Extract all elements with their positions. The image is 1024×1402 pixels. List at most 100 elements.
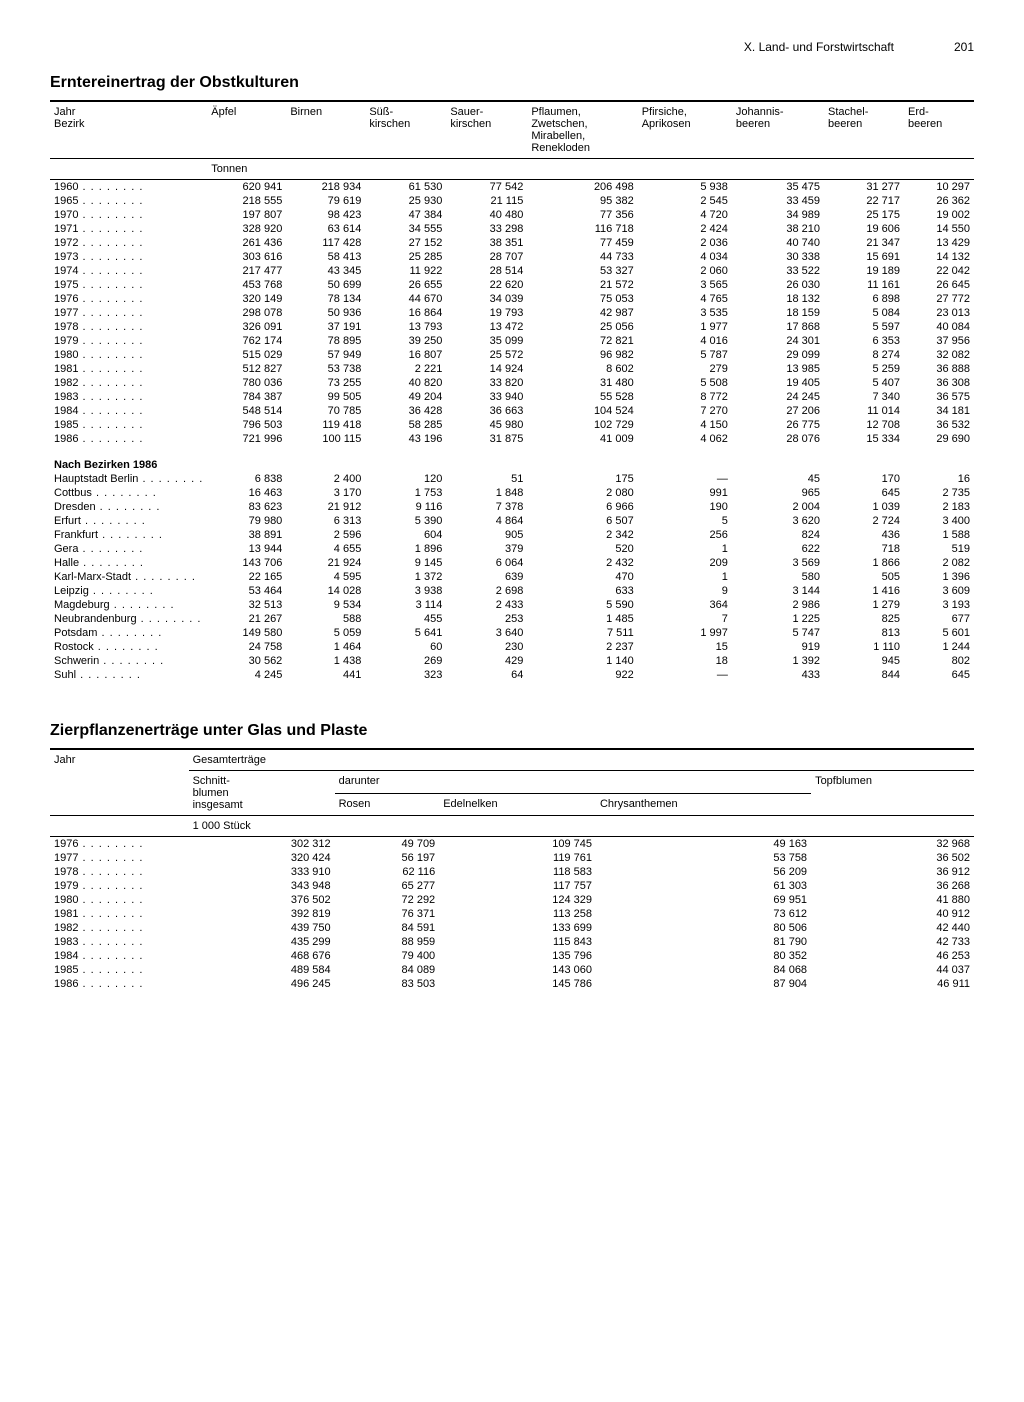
row-label: 1965 xyxy=(50,194,207,208)
cell-value: 633 xyxy=(527,584,637,598)
cell-value: 21 912 xyxy=(286,500,365,514)
cell-value: 84 068 xyxy=(596,963,811,977)
cell-value: 40 820 xyxy=(365,376,446,390)
cell-value: 468 676 xyxy=(189,949,335,963)
cell-value: 25 175 xyxy=(824,208,904,222)
cell-value: 145 786 xyxy=(439,977,596,991)
cell-value: 33 298 xyxy=(446,222,527,236)
sub-column-header: Rosen xyxy=(335,793,440,816)
sub-column-header: Edelnelken xyxy=(439,793,596,816)
cell-value: 784 387 xyxy=(207,390,286,404)
row-label: 1985 xyxy=(50,963,189,977)
cell-value: 802 xyxy=(904,654,974,668)
row-label: 1983 xyxy=(50,390,207,404)
row-label: 1974 xyxy=(50,264,207,278)
t2-rowheader: Jahr xyxy=(50,749,189,816)
cell-value: 1 039 xyxy=(824,500,904,514)
fruit-yield-table: Jahr BezirkÄpfelBirnenSüß- kirschenSauer… xyxy=(50,100,974,682)
cell-value: 5 597 xyxy=(824,320,904,334)
cell-value: 2 342 xyxy=(527,528,637,542)
cell-value: 9 534 xyxy=(286,598,365,612)
cell-value: 965 xyxy=(732,486,824,500)
column-header: Stachel- beeren xyxy=(824,101,904,159)
cell-value: 27 772 xyxy=(904,292,974,306)
cell-value: 580 xyxy=(732,570,824,584)
cell-value: 5 747 xyxy=(732,626,824,640)
cell-value: 209 xyxy=(638,556,732,570)
cell-value: 5 407 xyxy=(824,376,904,390)
cell-value: 39 250 xyxy=(365,334,446,348)
cell-value: 455 xyxy=(365,612,446,626)
cell-value: 32 968 xyxy=(811,837,974,852)
cell-value: 41 880 xyxy=(811,893,974,907)
cell-value: 29 690 xyxy=(904,432,974,446)
cell-value: 515 029 xyxy=(207,348,286,362)
cell-value: 143 060 xyxy=(439,963,596,977)
cell-value: 6 313 xyxy=(286,514,365,528)
cell-value: 72 292 xyxy=(335,893,440,907)
cell-value: 45 980 xyxy=(446,418,527,432)
cell-value: 1 xyxy=(638,542,732,556)
cell-value: 75 053 xyxy=(527,292,637,306)
cell-value: 45 xyxy=(732,472,824,486)
cell-value: 36 268 xyxy=(811,879,974,893)
cell-value: 26 775 xyxy=(732,418,824,432)
row-label: Karl-Marx-Stadt xyxy=(50,570,207,584)
cell-value: 470 xyxy=(527,570,637,584)
cell-value: 118 583 xyxy=(439,865,596,879)
cell-value: 115 843 xyxy=(439,935,596,949)
cell-value: 9 xyxy=(638,584,732,598)
cell-value: 905 xyxy=(446,528,527,542)
column-header: Birnen xyxy=(286,101,365,159)
cell-value: 175 xyxy=(527,472,637,486)
cell-value: 9 145 xyxy=(365,556,446,570)
cell-value: 64 xyxy=(446,668,527,682)
cell-value: 5 787 xyxy=(638,348,732,362)
cell-value: 22 042 xyxy=(904,264,974,278)
cell-value: 13 472 xyxy=(446,320,527,334)
cell-value: 2 986 xyxy=(732,598,824,612)
cell-value: 53 464 xyxy=(207,584,286,598)
cell-value: 1 866 xyxy=(824,556,904,570)
cell-value: 77 459 xyxy=(527,236,637,250)
cell-value: 302 312 xyxy=(189,837,335,852)
cell-value: 28 076 xyxy=(732,432,824,446)
cell-value: 19 606 xyxy=(824,222,904,236)
cell-value: 79 980 xyxy=(207,514,286,528)
column-header: Pfirsiche, Aprikosen xyxy=(638,101,732,159)
cell-value: 16 463 xyxy=(207,486,286,500)
cell-value: 5 xyxy=(638,514,732,528)
cell-value: 2 400 xyxy=(286,472,365,486)
cell-value: 25 285 xyxy=(365,250,446,264)
row-label: Halle xyxy=(50,556,207,570)
row-label: Schwerin xyxy=(50,654,207,668)
cell-value: 4 765 xyxy=(638,292,732,306)
cell-value: 40 480 xyxy=(446,208,527,222)
cell-value: 2 698 xyxy=(446,584,527,598)
cell-value: 36 575 xyxy=(904,390,974,404)
cell-value: 33 820 xyxy=(446,376,527,390)
cell-value: 61 530 xyxy=(365,180,446,195)
cell-value: 31 875 xyxy=(446,432,527,446)
cell-value: 77 356 xyxy=(527,208,637,222)
cell-value: 588 xyxy=(286,612,365,626)
row-label: 1981 xyxy=(50,907,189,921)
cell-value: 83 503 xyxy=(335,977,440,991)
cell-value: 435 299 xyxy=(189,935,335,949)
cell-value: 2 036 xyxy=(638,236,732,250)
cell-value: 2 432 xyxy=(527,556,637,570)
cell-value: 33 459 xyxy=(732,194,824,208)
cell-value: 433 xyxy=(732,668,824,682)
cell-value: 28 514 xyxy=(446,264,527,278)
cell-value: 49 163 xyxy=(596,837,811,852)
cell-value: 81 790 xyxy=(596,935,811,949)
cell-value: 8 772 xyxy=(638,390,732,404)
cell-value: 76 371 xyxy=(335,907,440,921)
row-label: Dresden xyxy=(50,500,207,514)
cell-value: 40 740 xyxy=(732,236,824,250)
cell-value: 56 197 xyxy=(335,851,440,865)
cell-value: 83 623 xyxy=(207,500,286,514)
cell-value: 37 956 xyxy=(904,334,974,348)
cell-value: 55 528 xyxy=(527,390,637,404)
cell-value: 261 436 xyxy=(207,236,286,250)
